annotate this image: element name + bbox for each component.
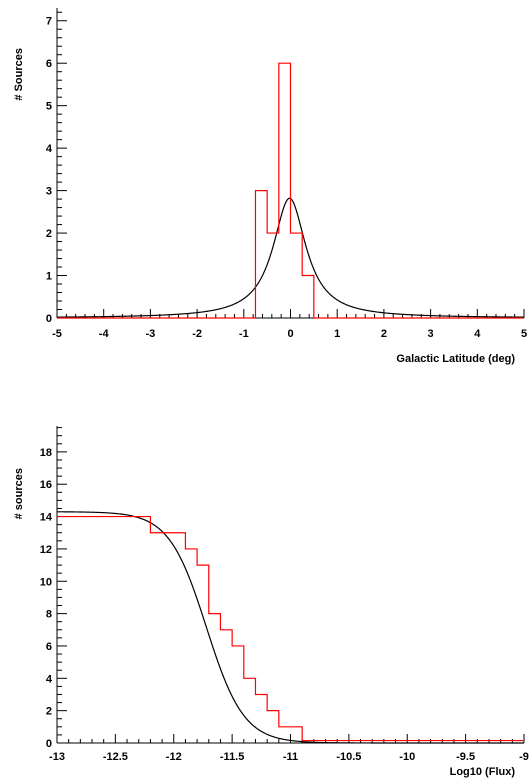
y-tick-label: 6: [46, 641, 52, 653]
y-tick-label: 12: [40, 544, 52, 556]
x-tick-label: 4: [474, 328, 481, 340]
panel-latitude: -5 -4 -3 -2 -1 0 1 2 3 4 5 0 1 2 3 4 5 6 7 Galactic Latitud…: [13, 8, 527, 365]
x-axis-title: Log10 (Flux): [450, 766, 516, 778]
y-axis-title: # sources: [13, 468, 25, 519]
y-tick-label: 8: [46, 609, 52, 621]
fit-curve: [57, 511, 524, 744]
x-axis-title: Galactic Latitude (deg): [396, 353, 515, 365]
x-tick-label: 3: [428, 328, 434, 340]
x-tick-label: -10: [399, 751, 415, 763]
x-tick-label: 1: [334, 328, 340, 340]
x-tick-label: -12.5: [103, 751, 128, 763]
x-tick-label: 5: [521, 328, 527, 340]
y-tick-label: 6: [46, 58, 52, 70]
x-tick-label: 0: [287, 328, 293, 340]
y-tick-label: 16: [40, 479, 52, 491]
y-tick-label: 14: [40, 512, 53, 524]
x-tick-label: -9: [519, 751, 529, 763]
y-tick-label: 7: [46, 16, 52, 28]
y-axis-title: # Sources: [13, 48, 25, 101]
x-tick-label: -2: [192, 328, 202, 340]
x-tick-label: -11: [283, 751, 298, 763]
x-tick-label: 2: [381, 328, 387, 340]
y-tick-label: 4: [46, 673, 53, 685]
x-tick-label: -4: [99, 328, 110, 340]
y-tick-label: 4: [46, 143, 53, 155]
y-tick-label: 5: [46, 101, 52, 113]
y-tick-label: 2: [46, 228, 52, 240]
y-tick-label: 10: [40, 576, 52, 588]
x-tick-label: -5: [52, 328, 62, 340]
y-tick-label: 0: [46, 738, 52, 750]
x-tick-label: -13: [49, 751, 65, 763]
x-tick-label: -10.5: [336, 751, 361, 763]
y-tick-label: 3: [46, 186, 52, 198]
x-tick-label: -9.5: [456, 751, 475, 763]
y-tick-label: 0: [46, 313, 52, 325]
y-tick-label: 1: [46, 271, 52, 283]
panel-flux: -13 -12.5 -12 -11.5 -11 -10.5 -10 -9.5 -9 0 2 4 6 8 10…: [13, 426, 529, 778]
x-tick-label: -11.5: [220, 751, 244, 763]
y-tick-label: 2: [46, 706, 52, 718]
x-tick-label: -3: [146, 328, 156, 340]
x-tick-label: -12: [166, 751, 182, 763]
histogram: [57, 62, 524, 319]
x-tick-label: -1: [239, 328, 249, 340]
histogram: [57, 515, 524, 742]
y-tick-label: 18: [40, 447, 52, 459]
